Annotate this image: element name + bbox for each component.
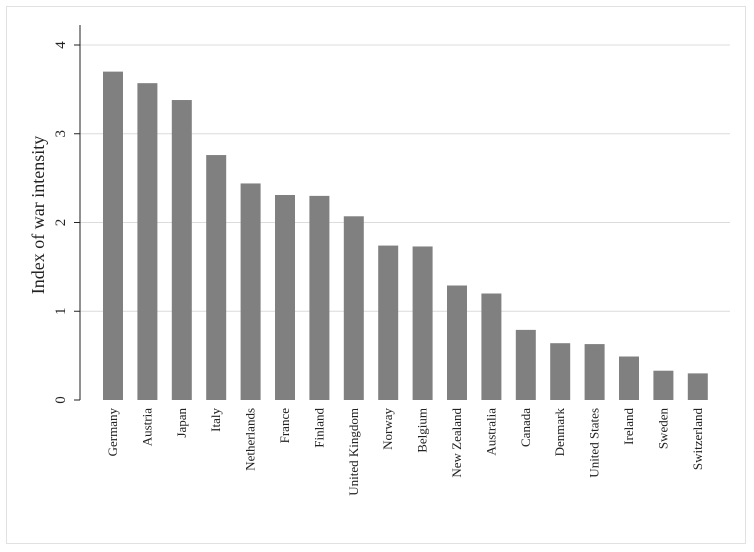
- bar-australia: [481, 293, 502, 400]
- x-tick-label-finland: Finland: [311, 408, 326, 448]
- x-tick-label-france: France: [277, 408, 292, 444]
- bar-italy: [206, 155, 227, 400]
- x-tick-label-austria: Austria: [139, 408, 154, 447]
- x-tick-label-switzerland: Switzerland: [690, 408, 705, 471]
- x-tick-label-australia: Australia: [483, 408, 498, 456]
- x-tick-label-new-zealand: New Zealand: [449, 408, 464, 478]
- x-tick-label-canada: Canada: [518, 408, 533, 447]
- x-tick-label-denmark: Denmark: [552, 408, 567, 457]
- bar-switzerland: [687, 373, 708, 400]
- bar-belgium: [412, 246, 433, 400]
- x-tick-label-belgium: Belgium: [415, 408, 430, 453]
- y-tick-label-3: 3: [53, 130, 69, 138]
- x-tick-label-germany: Germany: [105, 408, 120, 457]
- bar-france: [275, 194, 295, 400]
- y-tick-label-2: 2: [53, 219, 69, 227]
- bar-united-kingdom: [343, 216, 364, 400]
- bar-finland: [309, 195, 330, 400]
- bar-germany: [103, 71, 123, 400]
- bar-austria: [137, 83, 158, 400]
- x-tick-label-norway: Norway: [380, 408, 395, 450]
- x-tick-label-netherlands: Netherlands: [243, 408, 258, 471]
- bars: [103, 71, 708, 401]
- y-tick-label-0: 0: [53, 396, 69, 404]
- bar-netherlands: [240, 183, 261, 400]
- y-ticks: 0 1 2 3 4: [53, 41, 80, 404]
- x-tick-label-italy: Italy: [208, 408, 223, 432]
- x-tick-label-ireland: Ireland: [621, 408, 636, 445]
- bar-japan: [171, 100, 192, 401]
- x-tick-label-united-states: United States: [587, 408, 602, 478]
- x-tick-labels: Germany Austria Japan Italy Netherlands Franc…: [105, 408, 705, 496]
- bar-denmark: [550, 343, 571, 400]
- chart-frame: [6, 6, 746, 544]
- bar-sweden: [653, 370, 674, 400]
- bar-canada: [515, 329, 536, 400]
- x-tick-label-sweden: Sweden: [655, 408, 670, 450]
- bar-ireland: [619, 356, 639, 400]
- y-axis-label: Index of war intensity: [28, 136, 48, 294]
- bar-united-states: [584, 344, 605, 400]
- y-tick-label-4: 4: [53, 41, 69, 49]
- bar-new-zealand: [447, 285, 467, 400]
- x-tick-label-japan: Japan: [174, 408, 189, 438]
- bar-norway: [378, 245, 399, 400]
- x-tick-label-united-kingdom: United Kingdom: [346, 408, 361, 496]
- y-tick-label-1: 1: [53, 308, 69, 316]
